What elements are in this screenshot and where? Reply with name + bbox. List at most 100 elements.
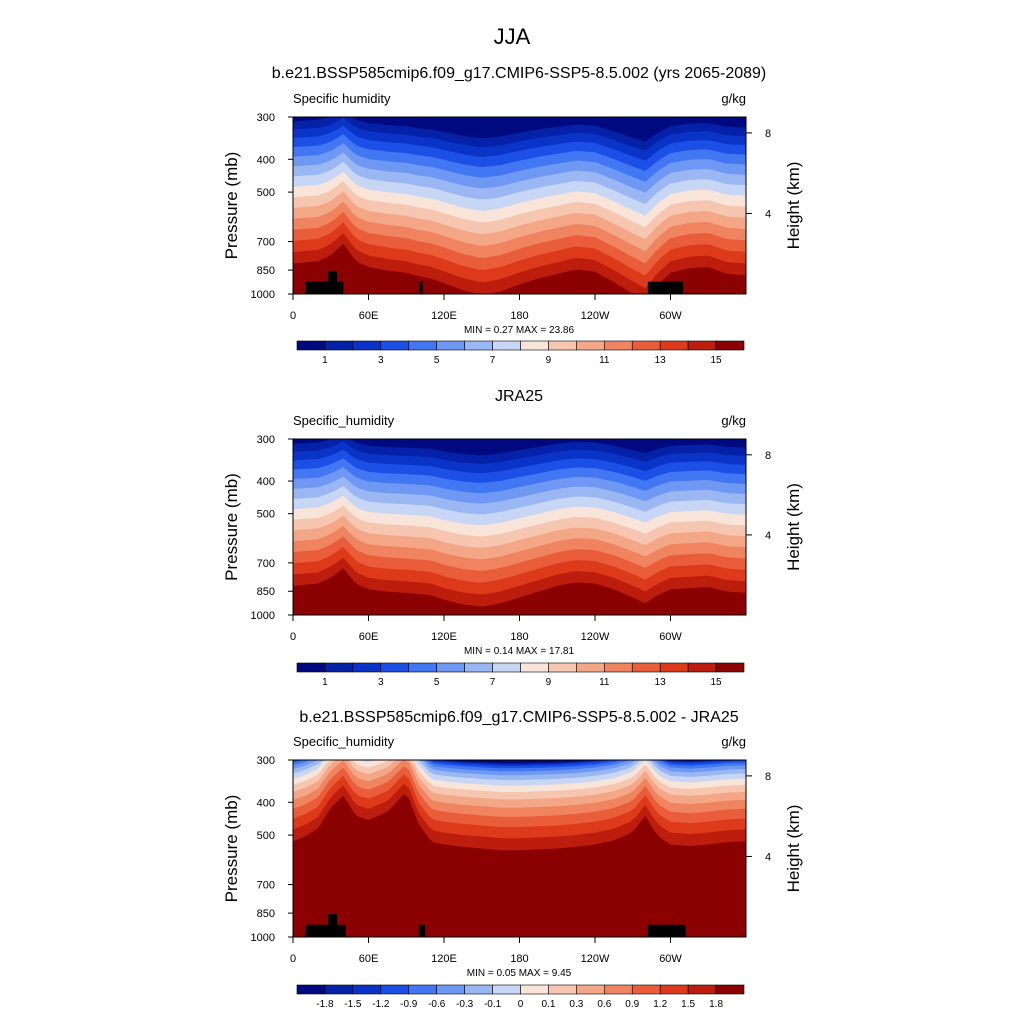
colorbar-swatch xyxy=(548,340,577,351)
y-tick-label: 700 xyxy=(257,237,275,249)
x-tick-label: 120E xyxy=(431,310,457,322)
contour-band xyxy=(293,117,746,142)
y-tick-label: 500 xyxy=(257,187,275,199)
x-tick-label: 180 xyxy=(510,953,528,965)
colorbar-swatch xyxy=(324,662,354,673)
colorbar-swatch xyxy=(520,984,549,995)
colorbar-swatch xyxy=(548,662,577,673)
colorbar-swatch xyxy=(576,340,605,351)
y2-axis-label: Height (km) xyxy=(784,162,803,250)
variable-label: Specific humidity xyxy=(293,91,391,106)
y2-tick-label: 4 xyxy=(765,851,771,863)
units-label: g/kg xyxy=(721,413,746,428)
colorbar-label: 0.6 xyxy=(597,999,611,1010)
x-tick-label: 120W xyxy=(581,631,610,643)
y-tick-label: 500 xyxy=(257,509,275,521)
colorbar-swatch xyxy=(687,340,717,351)
topography-mask xyxy=(328,913,338,937)
colorbar-swatch xyxy=(548,984,577,995)
colorbar-label: -0.9 xyxy=(400,999,418,1010)
colorbar-label: 13 xyxy=(655,677,667,688)
colorbar-label: 7 xyxy=(490,677,496,688)
y-tick-label: 400 xyxy=(257,476,275,488)
x-tick-label: 120E xyxy=(431,953,457,965)
colorbar-label: 5 xyxy=(434,677,440,688)
y-axis-label: Pressure (mb) xyxy=(222,473,241,581)
colorbar-label: 1.8 xyxy=(709,999,723,1010)
min-max-label: MIN = 0.05 MAX = 9.45 xyxy=(467,968,572,979)
colorbar-swatch xyxy=(631,340,661,351)
y-tick-label: 400 xyxy=(257,154,275,166)
colorbar-label: 3 xyxy=(378,355,384,366)
colorbar-label: 11 xyxy=(599,355,610,366)
colorbar-label: -1.5 xyxy=(344,999,362,1010)
panel-title: b.e21.BSSP585cmip6.f09_g17.CMIP6-SSP5-8.… xyxy=(299,709,738,726)
colorbar-swatch xyxy=(631,984,661,995)
colorbar-swatch xyxy=(352,662,382,673)
y-axis-label: Pressure (mb) xyxy=(222,152,241,260)
topography-mask xyxy=(305,924,346,937)
colorbar-swatch xyxy=(604,984,633,995)
colorbar-swatch xyxy=(296,340,326,351)
colorbar-swatch xyxy=(659,984,689,995)
topography-mask xyxy=(305,281,344,294)
colorbar-label: -0.6 xyxy=(428,999,446,1010)
colorbar-swatch xyxy=(380,662,410,673)
y-tick-label: 1000 xyxy=(251,289,275,301)
x-tick-label: 60E xyxy=(359,953,379,965)
colorbar-swatch xyxy=(520,340,549,351)
contour-field xyxy=(293,760,746,937)
contour-band xyxy=(293,439,746,456)
colorbar-label: 0 xyxy=(518,999,524,1010)
x-tick-label: 0 xyxy=(290,631,296,643)
x-tick-label: 60W xyxy=(659,310,682,322)
colorbar-swatch xyxy=(436,662,465,673)
panel-model: b.e21.BSSP585cmip6.f09_g17.CMIP6-SSP5-8.… xyxy=(222,65,803,366)
colorbar-swatch xyxy=(604,662,633,673)
colorbar-swatch xyxy=(715,662,745,673)
colorbar-label: 0.9 xyxy=(625,999,639,1010)
y-tick-label: 850 xyxy=(257,265,275,277)
contour-band xyxy=(293,760,746,764)
colorbar-swatch xyxy=(576,984,605,995)
units-label: g/kg xyxy=(721,734,746,749)
colorbar-label: 1 xyxy=(322,677,328,688)
colorbar-swatch xyxy=(352,340,382,351)
colorbar-label: 5 xyxy=(434,355,440,366)
panels: b.e21.BSSP585cmip6.f09_g17.CMIP6-SSP5-8.… xyxy=(222,65,803,1010)
colorbar-swatch xyxy=(520,662,549,673)
y-tick-label: 500 xyxy=(257,830,275,842)
colorbar-swatch xyxy=(687,662,717,673)
y2-tick-label: 8 xyxy=(765,771,771,783)
y2-axis-label: Height (km) xyxy=(784,805,803,893)
x-tick-label: 180 xyxy=(510,310,528,322)
y2-tick-label: 4 xyxy=(765,530,771,542)
colorbar-swatch xyxy=(380,984,410,995)
y2-tick-label: 8 xyxy=(765,128,771,140)
colorbar-swatch xyxy=(352,984,382,995)
colorbar-swatch xyxy=(604,340,633,351)
x-tick-label: 60E xyxy=(359,310,379,322)
colorbar-swatch xyxy=(408,662,437,673)
x-tick-label: 0 xyxy=(290,953,296,965)
min-max-label: MIN = 0.27 MAX = 23.86 xyxy=(464,325,574,336)
y2-tick-label: 4 xyxy=(765,208,771,220)
x-tick-label: 120E xyxy=(431,631,457,643)
x-tick-label: 60E xyxy=(359,631,379,643)
panel-title: b.e21.BSSP585cmip6.f09_g17.CMIP6-SSP5-8.… xyxy=(272,65,767,82)
colorbar-swatch xyxy=(464,340,493,351)
colorbar-label: 9 xyxy=(546,355,552,366)
colorbar-label: 13 xyxy=(655,355,667,366)
x-tick-label: 120W xyxy=(581,953,610,965)
colorbar-swatch xyxy=(436,984,465,995)
x-tick-label: 0 xyxy=(290,310,296,322)
topography-mask xyxy=(647,281,684,294)
y-tick-label: 700 xyxy=(257,880,275,892)
colorbar-swatch xyxy=(659,340,689,351)
colorbar-swatch xyxy=(408,984,437,995)
y-tick-label: 700 xyxy=(257,558,275,570)
colorbar-label: -1.2 xyxy=(372,999,390,1010)
y-axis-label: Pressure (mb) xyxy=(222,795,241,903)
topography-mask xyxy=(328,270,338,294)
